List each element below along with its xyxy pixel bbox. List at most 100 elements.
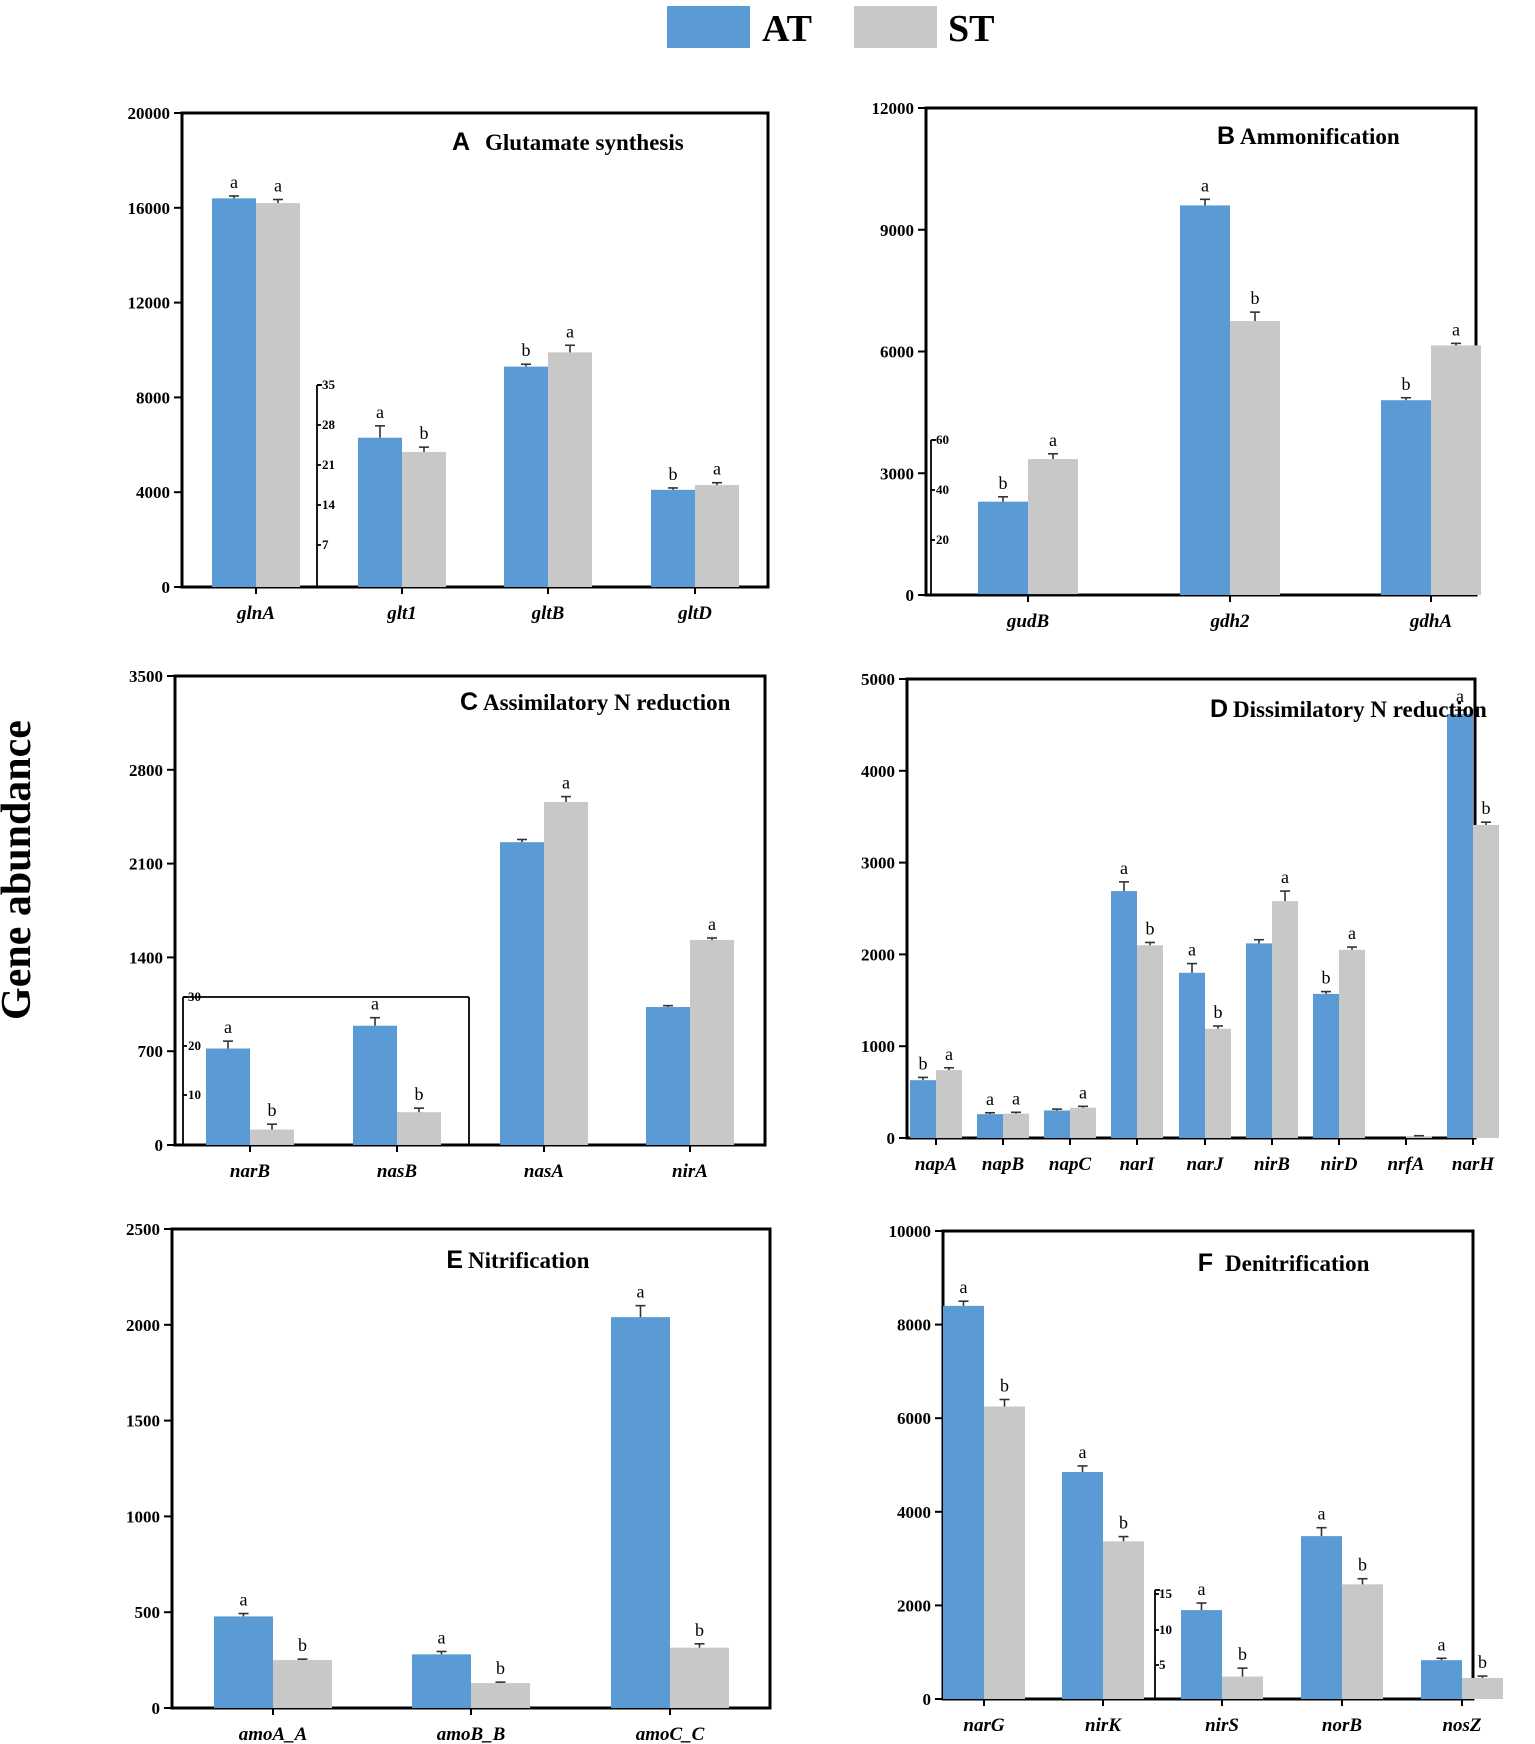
panel-d-category-label-napb: napB <box>982 1154 1024 1175</box>
panel-c-category-label-nira: nirA <box>672 1161 708 1182</box>
panel-f-title-text: Denitrification <box>1225 1251 1370 1276</box>
panel-f-bar-st-nirs <box>1222 1676 1263 1699</box>
panel-b-significance-at-gdha: b <box>1402 374 1411 394</box>
panel-d-bar-at-nari <box>1111 891 1137 1138</box>
panel-a-y-tick-label: 12000 <box>128 294 171 313</box>
panel-b-y-tick-label: 9000 <box>880 221 914 240</box>
legend-swatch-st <box>854 6 937 48</box>
panel-e-bar-at-amoc-c <box>611 1317 670 1708</box>
panel-f-bar-st-narg <box>984 1406 1025 1699</box>
panel-e-bar-at-amob-b <box>412 1654 471 1708</box>
legend-label-at: AT <box>762 8 812 50</box>
panel-c-bar-st-narb <box>250 1129 294 1145</box>
panel-f-inset-tick-label: 10 <box>1159 1622 1172 1637</box>
panel-a-bar-st-glt1 <box>402 451 446 587</box>
panel-a-bar-st-gltb <box>548 352 592 587</box>
panel-d-significance-at-narj: a <box>1188 940 1196 960</box>
panel-b-y-tick-label: 6000 <box>880 343 914 362</box>
panel-d-significance-st-narj: b <box>1214 1002 1223 1022</box>
panel-f-category-label-nirs: nirS <box>1205 1715 1239 1736</box>
panel-d-significance-st-napa: a <box>945 1044 953 1064</box>
panel-e-significance-st-amoa-a: b <box>298 1635 307 1655</box>
panel-a-significance-at-gltd: b <box>669 464 678 484</box>
panel-c-title-text: Assimilatory N reduction <box>483 690 731 715</box>
panel-c-title: C Assimilatory N reduction <box>460 688 731 716</box>
panel-f-significance-at-nirk: a <box>1079 1442 1087 1462</box>
panel-d-category-label-nari: narI <box>1120 1154 1155 1175</box>
panel-a-significance-st-gltd: a <box>713 459 721 479</box>
panel-e-y-tick-label: 2500 <box>126 1220 160 1239</box>
panel-d-y-tick-label: 5000 <box>861 670 895 689</box>
panel-b-inset-tick-label: 60 <box>936 432 949 447</box>
panel-a-category-label-gltb: gltB <box>531 603 565 624</box>
panel-d-category-label-nrfa: nrfA <box>1388 1154 1425 1175</box>
panel-a-significance-at-glt1: a <box>376 402 384 422</box>
panel-d-significance-st-narh: b <box>1482 798 1491 818</box>
panel-f-bar-at-nosz <box>1421 1660 1462 1699</box>
panel-f-y-tick-label: 2000 <box>897 1596 931 1615</box>
panel-e-y-tick-label: 500 <box>135 1603 161 1622</box>
panel-e-y-tick-label: 1500 <box>126 1412 160 1431</box>
panel-d-bar-st-napa <box>936 1070 962 1138</box>
panel-c-assimilatory-n-reduction: 0 700 1400 2100 2800 3500 narB nasB nasA nirA a a b b… <box>129 667 767 1182</box>
panel-b-title: B Ammonification <box>1217 122 1400 150</box>
panel-f-letter: F <box>1198 1249 1213 1277</box>
panel-f-significance-at-nirs: a <box>1198 1579 1206 1599</box>
panel-c-y-tick-label: 0 <box>155 1136 164 1155</box>
panel-d-bar-at-napa <box>910 1080 936 1138</box>
panel-a-y-tick-label: 8000 <box>136 388 170 407</box>
panel-c-bar-st-nira <box>690 939 734 1145</box>
panel-e-significance-at-amoa-a: a <box>240 1590 248 1610</box>
panel-d-y-tick-label: 4000 <box>861 762 895 781</box>
panel-f-significance-st-nosz: b <box>1478 1652 1487 1672</box>
panel-e-bar-st-amob-b <box>471 1683 530 1708</box>
panel-f-inset-tick-label: 15 <box>1159 1586 1173 1601</box>
panel-e-significance-at-amob-b: a <box>438 1627 446 1647</box>
panel-d-y-tick-label: 2000 <box>861 945 895 964</box>
panel-d-bar-st-nird <box>1339 949 1365 1138</box>
panel-b-ammonification: 0 3000 6000 9000 12000 gudB gdh2 gdhA b a b a b a 20 40… <box>872 99 1481 632</box>
legend: AT ST <box>667 6 994 50</box>
panel-a-category-label-gltd: gltD <box>677 603 712 624</box>
panel-e-y-tick-label: 2000 <box>126 1316 160 1335</box>
panel-c-category-label-nasa: nasA <box>524 1161 564 1182</box>
panel-b-significance-st-gdha: a <box>1452 319 1460 339</box>
panel-a-significance-st-glna: a <box>274 176 282 196</box>
panel-f-significance-at-nosz: a <box>1438 1634 1446 1654</box>
panel-e-significance-st-amoc-c: b <box>695 1620 704 1640</box>
panel-a-significance-st-gltb: a <box>566 321 574 341</box>
panel-a-inset-tick-label: 35 <box>322 377 336 392</box>
panel-e-category-label-amoc-c: amoC_C <box>636 1724 705 1744</box>
panel-a-bar-at-glna <box>212 198 256 587</box>
panel-f-significance-st-norb: b <box>1358 1555 1367 1575</box>
legend-label-st: ST <box>948 8 994 50</box>
panel-a-significance-st-glt1: b <box>420 423 429 443</box>
panel-c-significance-st-nasa: a <box>562 773 570 793</box>
panel-c-significance-st-nira: a <box>708 914 716 934</box>
panel-d-title-text: Dissimilatory N reduction <box>1233 697 1487 722</box>
panel-d-bar-st-napb <box>1003 1113 1029 1138</box>
panel-d-category-label-narj: narJ <box>1187 1154 1224 1175</box>
panel-d-bar-st-nrfa <box>1406 1136 1432 1138</box>
panel-a-y-tick-label: 4000 <box>136 483 170 502</box>
panel-b-y-tick-label: 12000 <box>872 99 915 118</box>
panel-d-bar-st-narj <box>1205 1028 1231 1138</box>
panel-f-significance-at-norb: a <box>1318 1504 1326 1524</box>
panel-a-inset-tick-label: 14 <box>322 497 336 512</box>
panel-d-category-label-nirb: nirB <box>1254 1154 1290 1175</box>
panel-b-title-text: Ammonification <box>1240 124 1400 149</box>
panel-f-y-tick-label: 0 <box>923 1690 932 1709</box>
panel-f-inset-tick-label: 5 <box>1159 1657 1166 1672</box>
panel-e-bar-at-amoa-a <box>214 1616 273 1708</box>
panel-d-significance-st-nird: a <box>1348 923 1356 943</box>
panel-f-title: F Denitrification <box>1198 1249 1370 1277</box>
panel-b-significance-at-gdh2: a <box>1201 175 1209 195</box>
panel-a-bar-at-glt1 <box>358 437 402 587</box>
panel-c-y-tick-label: 700 <box>138 1042 164 1061</box>
panel-c-significance-at-narb: a <box>224 1017 232 1037</box>
panel-d-bar-st-napc <box>1070 1107 1096 1138</box>
panel-d-bar-at-nirb <box>1246 943 1272 1138</box>
panel-a-letter: A <box>452 128 470 156</box>
y-axis-label: Gene abundance <box>0 720 40 1020</box>
